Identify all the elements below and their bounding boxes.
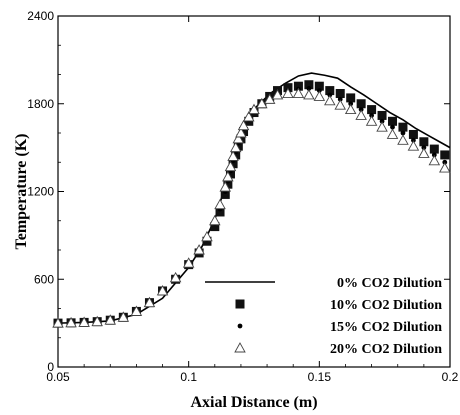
data-point [223, 179, 233, 189]
legend-marker-swatch [234, 342, 246, 353]
data-point [407, 140, 420, 151]
data-point [224, 160, 237, 172]
data-point [231, 150, 241, 160]
legend-item: 0% CO2 Dilution [205, 276, 442, 291]
x-axis-title: Axial Distance (m) [190, 394, 317, 411]
data-point [344, 103, 357, 115]
data-point [193, 244, 205, 255]
legend: 0% CO2 Dilution 10% CO2 Dilution 15% CO2 D… [205, 276, 442, 357]
y-axis-title: Temperature (K) [13, 134, 30, 250]
data-point [282, 87, 294, 98]
data-point [313, 90, 326, 101]
data-point [400, 130, 406, 136]
y-tick-label: 0 [47, 360, 54, 374]
data-point [429, 144, 439, 154]
data-point [169, 271, 182, 283]
series-3 [52, 87, 451, 328]
data-point [156, 285, 169, 296]
x-tick-label: 0.15 [308, 370, 332, 384]
data-point [365, 115, 378, 126]
data-point [239, 127, 249, 137]
data-point [219, 181, 232, 192]
y-axis: 0 600 1200 1800 2400 [27, 9, 450, 374]
data-point [367, 105, 377, 115]
data-point [390, 124, 395, 130]
data-point [228, 159, 238, 169]
data-point [397, 134, 409, 145]
data-point [356, 99, 366, 109]
data-point [225, 169, 235, 179]
data-point [229, 141, 242, 153]
y-tick-label: 1200 [27, 185, 54, 199]
data-point [248, 103, 260, 115]
data-point [293, 81, 303, 91]
data-point [233, 141, 243, 151]
data-point [303, 89, 315, 100]
data-point [419, 137, 429, 147]
data-point [209, 214, 221, 226]
plot-border [57, 15, 451, 368]
data-point [386, 128, 399, 139]
data-point [235, 127, 247, 138]
plot-frame [57, 15, 451, 368]
data-point [292, 87, 305, 98]
data-point [232, 132, 245, 144]
legend-item: 20% CO2 Dilution [234, 342, 442, 357]
data-point [304, 80, 314, 90]
series-layer [52, 72, 451, 328]
data-point [130, 305, 143, 316]
x-axis: 0.05 0.1 0.15 0.2 [46, 16, 459, 384]
data-point [52, 317, 64, 328]
data-point [324, 94, 336, 106]
legend-label: 10% CO2 Dilution [330, 298, 442, 313]
x-tick-label: 0.1 [180, 370, 197, 384]
data-point [237, 119, 250, 131]
legend-item: 15% CO2 Dilution [237, 320, 442, 335]
data-point [271, 89, 284, 100]
y-tick-label: 1800 [27, 97, 54, 111]
legend-label: 0% CO2 Dilution [337, 276, 442, 291]
data-point [306, 85, 312, 91]
x-tick-label: 0.05 [46, 370, 70, 384]
data-point [227, 150, 239, 161]
data-point [210, 222, 220, 232]
data-point [104, 314, 117, 325]
legend-marker-swatch [237, 323, 243, 329]
data-point [439, 162, 451, 173]
data-point [325, 86, 335, 96]
data-point [335, 89, 345, 99]
data-point [91, 315, 103, 327]
data-point [222, 170, 234, 182]
legend-label: 15% CO2 Dilution [330, 320, 442, 335]
data-point [65, 316, 77, 328]
legend-marker-swatch [235, 299, 245, 309]
data-point [78, 316, 90, 327]
data-point [408, 129, 418, 139]
data-point [418, 147, 430, 158]
data-point [440, 150, 450, 160]
data-point [215, 207, 225, 217]
data-point [220, 189, 230, 199]
data-point [117, 311, 130, 322]
data-point [428, 154, 441, 166]
data-point [355, 109, 367, 120]
data-point [214, 198, 226, 210]
legend-item: 10% CO2 Dilution [235, 298, 442, 313]
data-point [314, 81, 324, 91]
x-tick-label: 0.2 [442, 370, 459, 384]
data-point [346, 93, 356, 103]
data-point [143, 296, 156, 308]
y-tick-label: 2400 [27, 9, 54, 23]
legend-label: 20% CO2 Dilution [330, 342, 442, 357]
data-point [376, 121, 388, 132]
data-point [182, 257, 195, 268]
data-point [388, 116, 398, 126]
data-point [398, 122, 408, 132]
data-point [377, 110, 387, 120]
y-tick-label: 600 [34, 272, 54, 286]
data-point [334, 99, 347, 110]
data-point [201, 230, 213, 242]
data-point [243, 110, 255, 122]
